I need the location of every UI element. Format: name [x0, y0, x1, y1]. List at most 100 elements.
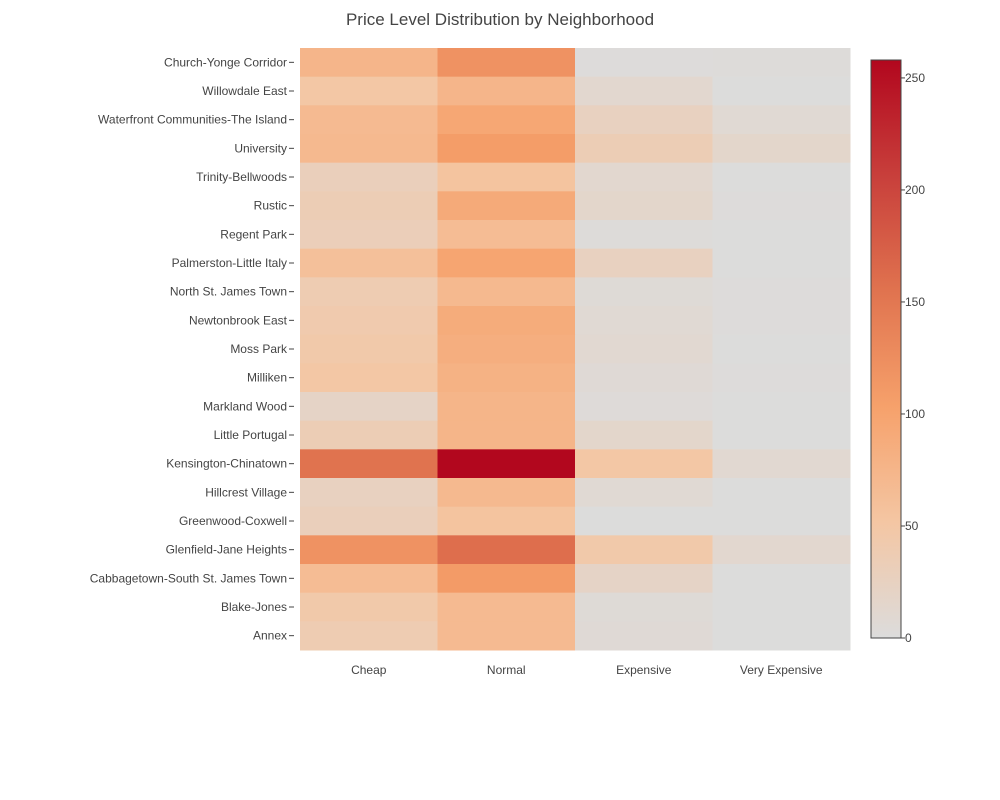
heatmap-cell — [712, 105, 851, 135]
heatmap-cell — [300, 248, 438, 278]
heatmap-cell — [300, 306, 438, 336]
heatmap-cells — [300, 48, 851, 651]
heatmap-cell — [712, 306, 851, 336]
y-tick-label: Waterfront Communities-The Island — [98, 113, 287, 127]
heatmap-cell — [437, 248, 576, 278]
heatmap-cell — [712, 191, 851, 221]
x-tick-label: Very Expensive — [740, 663, 823, 677]
colorbar-tick-label: 150 — [905, 295, 925, 309]
heatmap-cell — [712, 535, 851, 565]
heatmap-cell — [575, 334, 713, 364]
heatmap-cell — [575, 592, 713, 622]
colorbar: 0 50 100 150 200 250 — [870, 59, 925, 645]
heatmap-cell — [300, 48, 438, 78]
heatmap-cell — [575, 478, 713, 508]
heatmap-cell — [575, 535, 713, 565]
heatmap-cell — [575, 306, 713, 336]
heatmap-cell — [575, 420, 713, 450]
heatmap-cell — [575, 248, 713, 278]
heatmap-cell — [300, 76, 438, 106]
heatmap-cell — [437, 191, 576, 221]
heatmap-cell — [300, 392, 438, 422]
heatmap-cell — [575, 392, 713, 422]
heatmap-cell — [437, 392, 576, 422]
y-tick-label: Greenwood-Coxwell — [179, 514, 287, 528]
heatmap-cell — [437, 134, 576, 164]
heatmap-cell — [300, 478, 438, 508]
x-tick-label: Cheap — [351, 663, 387, 677]
y-tick-label: Moss Park — [230, 342, 288, 356]
heatmap-cell — [712, 564, 851, 594]
heatmap-cell — [300, 134, 438, 164]
y-tick-label: Hillcrest Village — [205, 485, 287, 499]
heatmap-cell — [712, 248, 851, 278]
heatmap-cell — [575, 105, 713, 135]
heatmap-cell — [300, 363, 438, 393]
colorbar-tick-label: 50 — [905, 519, 919, 533]
heatmap-cell — [300, 162, 438, 192]
y-tick-label: North St. James Town — [170, 285, 287, 299]
heatmap-cell — [575, 621, 713, 651]
heatmap-cell — [437, 478, 576, 508]
y-tick-label: Blake-Jones — [221, 600, 287, 614]
heatmap-cell — [712, 592, 851, 622]
y-tick-label: Cabbagetown-South St. James Town — [90, 571, 287, 585]
x-axis: Cheap Normal Expensive Very Expensive — [351, 663, 823, 677]
heatmap-cell — [437, 105, 576, 135]
heatmap-cell — [437, 506, 576, 536]
y-tick-label: Glenfield-Jane Heights — [166, 543, 287, 557]
y-tick-label: Little Portugal — [214, 428, 287, 442]
heatmap-cell — [575, 76, 713, 106]
x-tick-label: Expensive — [616, 663, 672, 677]
colorbar-gradient — [870, 59, 902, 639]
heatmap-cell — [575, 277, 713, 307]
heatmap-cell — [575, 134, 713, 164]
heatmap-cell — [437, 621, 576, 651]
heatmap-cell — [300, 191, 438, 221]
heatmap-cell — [437, 306, 576, 336]
chart-title: Price Level Distribution by Neighborhood — [346, 10, 654, 29]
y-tick-label: Markland Wood — [203, 399, 287, 413]
heatmap-cell — [575, 191, 713, 221]
heatmap-cell — [712, 478, 851, 508]
heatmap-cell — [437, 535, 576, 565]
heatmap-cell — [300, 535, 438, 565]
y-tick-label: Newtonbrook East — [189, 313, 288, 327]
heatmap-cell — [712, 392, 851, 422]
colorbar-tick-label: 100 — [905, 407, 925, 421]
heatmap-cell — [712, 621, 851, 651]
heatmap-cell — [712, 449, 851, 479]
heatmap-cell — [712, 48, 851, 78]
heatmap-cell — [712, 334, 851, 364]
heatmap-cell — [437, 420, 576, 450]
y-tick-label: Trinity-Bellwoods — [196, 170, 287, 184]
heatmap-cell — [300, 621, 438, 651]
colorbar-tick-label: 250 — [905, 71, 925, 85]
y-tick-label: Milliken — [247, 371, 287, 385]
heatmap-cell — [300, 105, 438, 135]
heatmap-cell — [300, 564, 438, 594]
heatmap-cell — [712, 220, 851, 250]
heatmap-cell — [437, 277, 576, 307]
heatmap-cell — [437, 592, 576, 622]
heatmap-cell — [712, 76, 851, 106]
heatmap-cell — [575, 363, 713, 393]
heatmap-cell — [437, 334, 576, 364]
heatmap-cell — [712, 506, 851, 536]
heatmap-cell — [575, 506, 713, 536]
heatmap-cell — [300, 506, 438, 536]
heatmap-cell — [437, 564, 576, 594]
heatmap-cell — [575, 564, 713, 594]
y-tick-label: Palmerston-Little Italy — [172, 256, 287, 270]
colorbar-tick-label: 0 — [905, 631, 912, 645]
y-tick-label: University — [234, 141, 287, 155]
y-tick-label: Kensington-Chinatown — [166, 457, 287, 471]
heatmap-cell — [300, 334, 438, 364]
heatmap-cell — [437, 76, 576, 106]
heatmap-cell — [575, 220, 713, 250]
y-tick-label: Annex — [253, 629, 287, 643]
y-axis: Church-Yonge Corridor Willowdale East Wate… — [90, 55, 294, 643]
heatmap-cell — [575, 162, 713, 192]
y-tick-label: Regent Park — [220, 227, 288, 241]
